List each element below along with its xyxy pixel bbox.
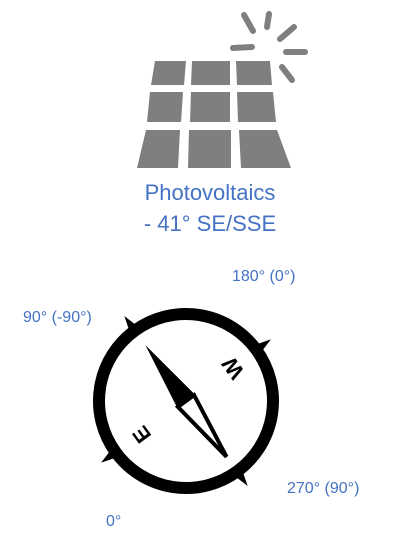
panel-cell [137,130,180,168]
angle-label-bottom: 0° [106,513,122,530]
angle-label-top: 180° (0°) [232,268,296,285]
solar-panel-icon [137,11,308,168]
compass-tick-north [124,316,141,336]
compass-needle-south [174,392,229,459]
compass-letter-west: W [217,352,250,384]
panel-cell [151,61,186,85]
panel-cell [188,130,231,168]
angle-label-right: 270° (90°) [287,480,360,497]
compass-letter-east: E [127,421,156,448]
panel-cell [237,92,276,122]
panel-cell [147,92,183,122]
compass-tick-east [251,339,271,356]
panel-cell [191,61,230,85]
panel-cell [236,61,272,85]
angle-label-left: 90° (-90°) [23,309,92,326]
pv-title-line1: Photovoltaics [144,180,276,205]
compass-tick-west [101,446,121,463]
panel-cell [190,92,230,122]
sun-icon [230,11,308,83]
panel-cell [239,130,291,168]
pv-title-line2: - 41° SE/SSE [143,211,277,236]
compass-tick-south [231,466,248,486]
compass-needle-north [145,345,195,408]
